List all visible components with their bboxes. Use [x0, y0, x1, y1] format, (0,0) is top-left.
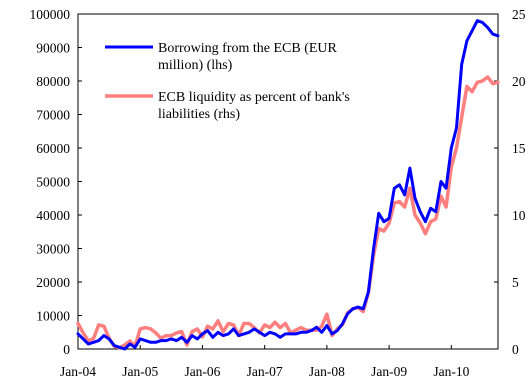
y-left-tick-label: 80000 [36, 74, 70, 89]
y-axis-right: 0 5 10 15 20 25 [494, 7, 526, 357]
y-left-tick-label: 50000 [36, 175, 70, 190]
legend-label-ecb-liquidity-pct: ECB liquidity as percent of bank's [158, 90, 350, 105]
legend-label-ecb-borrowing: million) (lhs) [158, 58, 233, 73]
x-axis: Jan-04 Jan-05 Jan-06 Jan-07 Jan-08 Jan-09 Jan-… [60, 345, 470, 379]
y-axis-left: 0 10000 20000 30000 40000 50000 60000 70000 8000… [30, 7, 82, 357]
y-left-tick-label: 30000 [36, 242, 70, 257]
y-right-tick-label: 25 [512, 7, 526, 22]
x-tick-label: Jan-09 [371, 364, 407, 379]
y-left-tick-label: 0 [63, 342, 70, 357]
series-line-ecb-liquidity-pct [76, 75, 500, 350]
y-left-tick-label: 10000 [36, 309, 70, 324]
y-right-tick-label: 10 [512, 208, 526, 223]
y-right-tick-label: 5 [512, 275, 519, 290]
x-tick-label: Jan-07 [247, 364, 283, 379]
legend-label-ecb-liquidity-pct: liabilities (rhs) [158, 107, 240, 122]
series-line-ecb-borrowing [76, 19, 500, 351]
legend: Borrowing from the ECB (EUR million) (lhs… [105, 41, 350, 122]
y-right-tick-label: 0 [512, 342, 519, 357]
y-left-tick-label: 70000 [36, 108, 70, 123]
y-left-tick-label: 100000 [30, 7, 71, 22]
legend-label-ecb-borrowing: Borrowing from the ECB (EUR [158, 41, 338, 56]
plot-area [77, 13, 499, 350]
x-tick-label: Jan-10 [433, 364, 469, 379]
x-tick-label: Jan-04 [60, 364, 96, 379]
x-tick-label: Jan-05 [122, 364, 158, 379]
series-lines [76, 19, 500, 351]
y-right-tick-label: 20 [512, 74, 526, 89]
y-left-tick-label: 60000 [36, 141, 70, 156]
y-left-tick-label: 90000 [36, 41, 70, 56]
y-right-tick-label: 15 [512, 141, 526, 156]
x-tick-label: Jan-06 [184, 364, 220, 379]
y-left-tick-label: 20000 [36, 275, 70, 290]
y-left-tick-label: 40000 [36, 208, 70, 223]
x-tick-label: Jan-08 [309, 364, 345, 379]
